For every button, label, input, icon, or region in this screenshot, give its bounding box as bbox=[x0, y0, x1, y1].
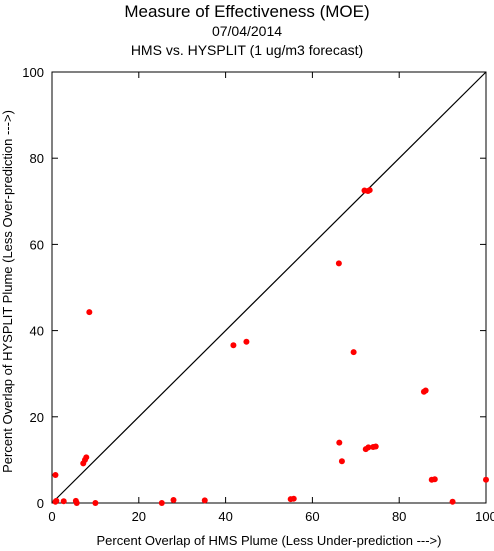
data-point bbox=[86, 309, 93, 316]
data-point bbox=[366, 187, 373, 194]
data-point bbox=[365, 444, 372, 451]
data-point bbox=[73, 500, 80, 506]
y-tick-label: 60 bbox=[30, 237, 44, 252]
y-tick-label: 40 bbox=[30, 324, 44, 339]
x-tick-label: 80 bbox=[392, 509, 406, 524]
x-axis-label: Percent Overlap of HMS Plume (Less Under… bbox=[97, 533, 442, 548]
tick-labels: 0 20 40 60 80 100 0 20 40 60 80 100 bbox=[22, 65, 494, 524]
chart-subtitle: HMS vs. HYSPLIT (1 ug/m3 forecast) bbox=[130, 42, 364, 58]
data-point bbox=[60, 498, 67, 505]
data-point bbox=[92, 500, 99, 506]
y-tick-label: 100 bbox=[22, 65, 44, 80]
x-tick-label: 40 bbox=[218, 509, 232, 524]
data-point bbox=[372, 443, 379, 450]
chart-title: Measure of Effectiveness (MOE) bbox=[124, 2, 370, 21]
data-point bbox=[158, 500, 165, 506]
chart-date: 07/04/2014 bbox=[211, 23, 283, 39]
data-point bbox=[201, 497, 208, 504]
data-point bbox=[52, 471, 59, 478]
data-points bbox=[52, 187, 489, 506]
tick-marks bbox=[51, 71, 487, 504]
data-point bbox=[230, 342, 237, 349]
y-tick-label: 0 bbox=[37, 496, 44, 511]
data-point bbox=[335, 260, 342, 267]
x-tick-label: 60 bbox=[305, 509, 319, 524]
plot-frame bbox=[51, 71, 487, 504]
y-tick-label: 80 bbox=[30, 151, 44, 166]
data-point bbox=[431, 476, 438, 483]
data-point bbox=[53, 497, 60, 504]
data-point bbox=[170, 496, 177, 503]
y-axis-label: Percent Overlap of HYSPLIT Plume (Less O… bbox=[0, 110, 15, 473]
data-point bbox=[83, 454, 90, 461]
data-point bbox=[338, 458, 345, 465]
data-point bbox=[243, 338, 250, 345]
data-point bbox=[350, 349, 357, 356]
data-point bbox=[483, 476, 489, 483]
x-tick-label: 20 bbox=[132, 509, 146, 524]
data-point bbox=[336, 439, 343, 446]
x-tick-label: 100 bbox=[475, 509, 494, 524]
data-point bbox=[422, 387, 429, 394]
reference-line bbox=[51, 71, 487, 504]
y-tick-label: 20 bbox=[30, 410, 44, 425]
data-point bbox=[449, 498, 456, 505]
data-point bbox=[290, 495, 297, 502]
x-tick-label: 0 bbox=[48, 509, 55, 524]
